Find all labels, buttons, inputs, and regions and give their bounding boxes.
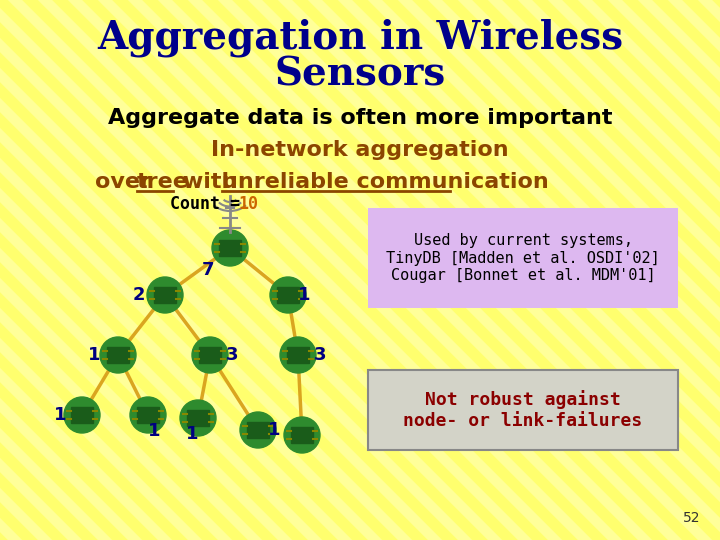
Text: unreliable communication: unreliable communication [222,172,549,192]
Text: 10: 10 [238,195,258,213]
Circle shape [147,277,183,313]
FancyBboxPatch shape [368,370,678,450]
Text: 1: 1 [148,422,161,440]
Circle shape [284,417,320,453]
Text: Not robust against
node- or link-failures: Not robust against node- or link-failure… [403,390,643,430]
Bar [277,287,299,303]
Text: 52: 52 [683,511,700,525]
Text: Aggregation in Wireless: Aggregation in Wireless [97,19,623,57]
Circle shape [100,337,136,373]
Text: Aggregate data is often more important: Aggregate data is often more important [108,108,612,128]
Text: Count =: Count = [170,195,250,213]
Bar [154,287,176,303]
Text: 1: 1 [88,346,100,364]
Bar [71,407,93,423]
Bar [107,347,129,363]
Circle shape [64,397,100,433]
Circle shape [192,337,228,373]
Text: 1: 1 [54,406,66,424]
Text: tree: tree [137,172,189,192]
Text: 3: 3 [314,346,326,364]
Bar [137,407,159,423]
Bar [199,347,221,363]
Circle shape [130,397,166,433]
Text: 1: 1 [298,286,310,304]
Text: 3: 3 [226,346,238,364]
Bar [247,422,269,438]
Text: Sensors: Sensors [274,56,446,94]
Text: over: over [95,172,158,192]
Bar [219,240,241,256]
Circle shape [270,277,306,313]
FancyBboxPatch shape [368,208,678,308]
Text: Used by current systems,
TinyDB [Madden et al. OSDI'02]
Cougar [Bonnet et al. MD: Used by current systems, TinyDB [Madden … [386,233,660,283]
Circle shape [280,337,316,373]
Text: 1: 1 [268,421,280,439]
Circle shape [212,230,248,266]
Text: 1: 1 [186,425,198,443]
Text: In-network aggregation: In-network aggregation [211,140,509,160]
Text: 2: 2 [132,286,145,304]
Text: with: with [175,172,245,192]
Bar [287,347,309,363]
Bar [187,410,209,426]
Bar [291,427,313,443]
Text: 7: 7 [202,261,215,279]
Circle shape [180,400,216,436]
Circle shape [240,412,276,448]
